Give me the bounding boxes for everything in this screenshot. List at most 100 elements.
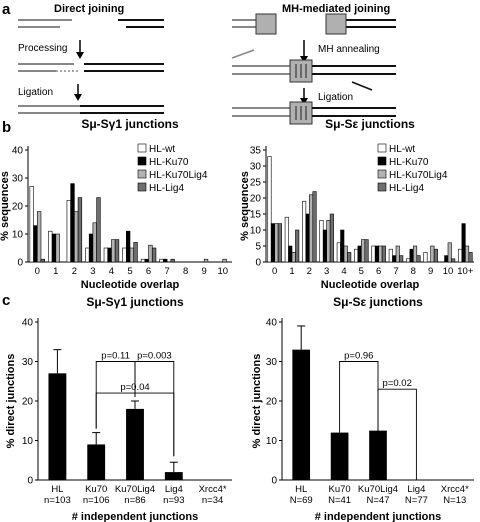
y-tick-label: 30 (250, 162, 262, 173)
legend-label: HL-wt (389, 144, 415, 155)
y-tick-label: 20 (12, 202, 24, 213)
bar-hl-wt (159, 258, 164, 263)
mh-joined-product (232, 101, 396, 125)
p-value-label: p=0.04 (120, 382, 149, 393)
y-tick-label: 5 (255, 242, 261, 253)
significance-bracket (377, 388, 417, 480)
bar-hl-ku70 (305, 213, 310, 263)
bar-hl-ku70lig4 (222, 258, 227, 263)
bar-hl-lig4 (364, 239, 369, 263)
bar-hl-ku70 (144, 258, 149, 263)
legend-swatch (377, 169, 387, 179)
n-label: n=93 (163, 495, 184, 506)
x-tick-label: 9 (428, 266, 433, 277)
bar-ku70 (330, 432, 349, 480)
y-tick-label: 25 (250, 178, 262, 189)
x-tick-label: Ku70Lig4 (358, 484, 398, 495)
bar-hl-ku70 (461, 223, 466, 263)
bar-hl-lig4 (468, 252, 473, 263)
bar-hl-ku70lig4 (430, 245, 435, 263)
bar-hl-ku70lig4 (111, 239, 116, 263)
x-tick-label: 10 (217, 266, 228, 277)
x-tick-label: 1 (53, 266, 58, 277)
x-tick-label: 2 (72, 266, 77, 277)
legend-label: HL-wt (149, 144, 175, 155)
direct-joining-title: Direct joining (54, 3, 124, 15)
bar-hl-lig4 (96, 197, 101, 263)
mh-joining-title: MH-mediated joining (282, 3, 390, 15)
n-label: n=86 (124, 495, 145, 506)
n-label: N=13 (443, 495, 466, 506)
bar-hl-ku70 (51, 233, 57, 263)
bar-hl-wt (103, 247, 109, 263)
y-tick-label: 0 (17, 258, 23, 269)
y-tick-label: 30 (12, 174, 24, 185)
bar-hl-ku70 (70, 183, 75, 263)
bar-hl-lig4 (433, 248, 438, 263)
bar-hl-lig4 (416, 255, 421, 263)
legend-label: HL-Lig4 (149, 183, 184, 194)
y-tick-label: 30 (266, 357, 278, 368)
bar-hl-lig4 (133, 242, 138, 263)
y-tick-label: 20 (250, 194, 262, 205)
bar-hl-wt (284, 216, 289, 263)
x-tick-label: 9 (202, 266, 207, 277)
bar-hl-ku70lig4 (465, 245, 470, 263)
ligation-arrow-left (74, 84, 82, 101)
x-tick-label: Ku70Lig4 (115, 484, 155, 495)
ligation-label-left: Ligation (18, 87, 53, 98)
bar-hl-ku70 (288, 245, 293, 263)
y-tick-label: 10 (12, 230, 24, 241)
bar-hl-ku70 (444, 255, 449, 263)
x-tick-label: 7 (164, 266, 169, 277)
x-tick-label: 0 (272, 266, 277, 277)
bar-hl-ku70lig4 (361, 239, 366, 263)
bar-hl-lig4 (151, 247, 157, 263)
chart-c-sgamma1: Sμ-Sγ1 junctions 0 10 20 30 40 % direct juncti… (5, 295, 232, 522)
x-tick-label: 8 (411, 266, 416, 277)
y-tick-label: 20 (22, 397, 34, 408)
n-label: n=103 (44, 495, 71, 506)
bar-hl-wt (354, 248, 359, 263)
bar-hl-ku70 (33, 225, 38, 263)
x-tick-label: 10+ (457, 266, 474, 277)
bar-hl-ku70 (163, 258, 168, 263)
bar-hl-wt (388, 248, 393, 263)
y-tick-label: 40 (266, 318, 278, 329)
bar-ku70 (87, 444, 106, 480)
panel-b-label: b (2, 119, 11, 136)
bar-hl-wt (140, 258, 146, 263)
bar-hl-ku70 (107, 247, 112, 263)
bar-hl-ku70lig4 (309, 194, 314, 263)
x-tick-label: 5 (127, 266, 132, 277)
bar-lig4 (164, 472, 183, 480)
legend-label: HL-Ku70Lig4 (149, 170, 208, 181)
x-tick-label: 7 (393, 266, 398, 277)
bar-hl-wt (66, 200, 71, 263)
chart-title: Sμ-Sγ1 junctions (81, 117, 179, 131)
legend-label: HL-Lig4 (389, 183, 424, 194)
y-tick-label: 10 (266, 436, 278, 447)
bar-hl-ku70 (392, 255, 397, 263)
y-tick-label: 10 (22, 436, 34, 447)
p-value-label: p=0.11 (101, 351, 130, 362)
p-value-label: p=0.96 (344, 351, 373, 362)
bar-hl-ku70lig4 (378, 245, 383, 263)
bar-hl-lig4 (329, 213, 334, 263)
bar-hl-ku70lig4 (74, 211, 79, 263)
bar-hl-ku70 (374, 245, 379, 263)
significance-bracket (339, 361, 379, 433)
y-tick-label: 20 (266, 397, 278, 408)
direct-dsb-ends (18, 19, 164, 28)
y-axis-label: % sequences (239, 171, 251, 241)
bar-hl-ku70lig4 (413, 245, 418, 263)
x-tick-label: Ku70 (85, 484, 107, 495)
chart-title: Sμ-Sε junctions (333, 295, 423, 309)
x-tick-label: 4 (109, 266, 114, 277)
y-axis-label: % direct junctions (251, 354, 263, 449)
y-tick-label: 35 (250, 146, 262, 157)
x-tick-label: 5 (359, 266, 364, 277)
